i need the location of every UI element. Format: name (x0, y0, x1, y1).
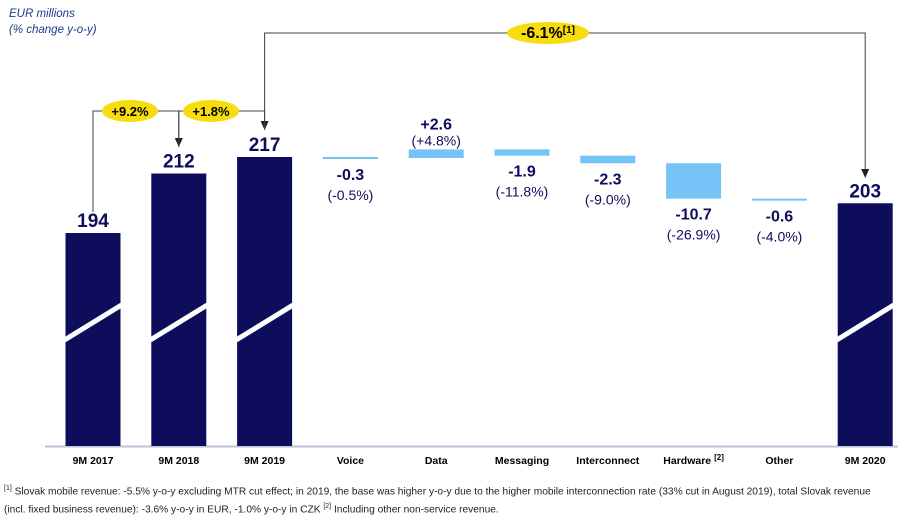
bar-pct-voice: (-0.5%) (327, 187, 373, 203)
axis-break-9m-2017 (63, 302, 123, 343)
footnote-text-2: Including other non-service revenue. (331, 504, 499, 516)
tick-label-hardware: Hardware [2] (663, 453, 724, 467)
bar-value-data: +2.6 (420, 116, 452, 133)
connector-9m-2019-to-9m-2020 (264, 32, 866, 170)
bar-voice (322, 157, 378, 159)
bar-pct-interconnect: (-9.0%) (585, 191, 631, 207)
bar-value-9m-2019: 217 (249, 135, 281, 156)
tick-label-9m-2020: 9M 2020 (845, 455, 886, 467)
growth-badge-9m-2019-to-9m-2020 (507, 22, 589, 44)
bar-value-interconnect: -2.3 (594, 171, 622, 188)
footnote-ref-2: [2] (323, 503, 332, 511)
tick-label-voice: Voice (337, 455, 364, 467)
unit-label: EUR millions (% change y-o-y) (9, 6, 97, 38)
bar-pct-other: (-4.0%) (756, 229, 802, 245)
bar-value-9m-2018: 212 (163, 152, 195, 173)
bar-interconnect (580, 155, 636, 164)
tick-label-messaging: Messaging (495, 455, 549, 467)
tick-label-interconnect: Interconnect (576, 455, 640, 467)
growth-badge-9m-2018-to-9m-2019 (183, 100, 239, 122)
growth-label-9m-2018-to-9m-2019: +1.8% (192, 104, 230, 119)
bar-value-other: -0.6 (766, 209, 794, 226)
axis-break-9m-2020 (835, 302, 896, 343)
bar-value-hardware: -10.7 (675, 207, 712, 224)
unit-label-change: (% change y-o-y) (9, 24, 97, 36)
growth-label-9m-2017-to-9m-2018: +9.2% (111, 104, 149, 119)
tick-label-9m-2018: 9M 2018 (158, 455, 199, 467)
tick-label-9m-2017: 9M 2017 (73, 455, 114, 467)
bar-value-9m-2020: 203 (849, 181, 881, 202)
bar-messaging (494, 149, 550, 156)
footnote-text-1: Slovak mobile revenue: -5.5% y-o-y exclu… (4, 486, 871, 516)
connector-arrow-9m-2019-to-9m-2020 (861, 169, 870, 178)
axis-break-9m-2019 (234, 302, 295, 343)
bar-9m-2019 (237, 157, 293, 446)
growth-badge-9m-2017-to-9m-2018 (102, 100, 158, 122)
bar-other (751, 198, 807, 201)
bar-value-messaging: -1.9 (508, 164, 536, 181)
footnote-ref-1: [1] (4, 485, 12, 492)
bar-value-voice: -0.3 (337, 167, 365, 184)
bar-pct-messaging: (-11.8%) (496, 184, 549, 200)
growth-label-9m-2019-to-9m-2020: -6.1%[1] (521, 25, 575, 42)
tick-label-data: Data (425, 455, 448, 467)
footnote: [1] Slovak mobile revenue: -5.5% y-o-y e… (4, 481, 884, 518)
bar-9m-2017 (65, 233, 121, 446)
tick-label-other: Other (765, 455, 793, 467)
unit-label-currency: EUR millions (9, 8, 75, 20)
bar-pct-hardware: (-26.9%) (667, 227, 721, 243)
bar-value-9m-2017: 194 (77, 211, 109, 232)
axis-break-9m-2018 (148, 302, 209, 343)
tick-label-9m-2019: 9M 2019 (244, 455, 285, 467)
bar-data (408, 149, 464, 158)
bar-pct-data: (+4.8%) (411, 132, 460, 148)
waterfall-chart: 194 212 217 203 -0.3 (-0.5%) +2.6(+4.8%) -1.9 (-… (45, 22, 898, 467)
bar-hardware (666, 163, 722, 199)
